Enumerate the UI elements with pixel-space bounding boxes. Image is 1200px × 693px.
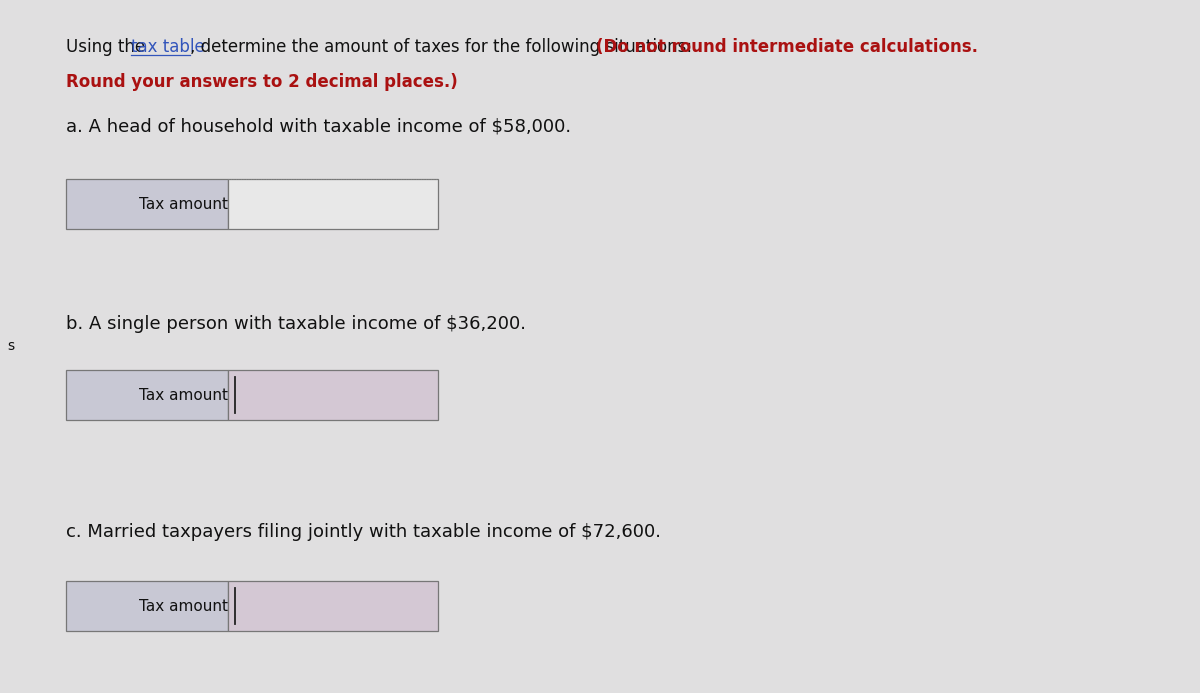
- Text: Tax amount: Tax amount: [139, 197, 228, 212]
- Text: tax table: tax table: [132, 38, 205, 56]
- Text: s: s: [7, 340, 14, 353]
- Text: Tax amount: Tax amount: [139, 599, 228, 614]
- Text: (Do not round intermediate calculations.: (Do not round intermediate calculations.: [595, 38, 978, 56]
- FancyBboxPatch shape: [228, 581, 438, 631]
- Text: c. Married taxpayers filing jointly with taxable income of $72,600.: c. Married taxpayers filing jointly with…: [66, 523, 661, 541]
- FancyBboxPatch shape: [66, 179, 228, 229]
- Text: Round your answers to 2 decimal places.): Round your answers to 2 decimal places.): [66, 73, 457, 91]
- FancyBboxPatch shape: [66, 581, 228, 631]
- FancyBboxPatch shape: [228, 179, 438, 229]
- Text: a. A head of household with taxable income of $58,000.: a. A head of household with taxable inco…: [66, 118, 571, 136]
- FancyBboxPatch shape: [66, 370, 228, 420]
- FancyBboxPatch shape: [228, 370, 438, 420]
- Text: , determine the amount of taxes for the following situations:: , determine the amount of taxes for the …: [191, 38, 697, 56]
- Text: Tax amount: Tax amount: [139, 387, 228, 403]
- Text: Using the: Using the: [66, 38, 150, 56]
- Text: b. A single person with taxable income of $36,200.: b. A single person with taxable income o…: [66, 315, 526, 333]
